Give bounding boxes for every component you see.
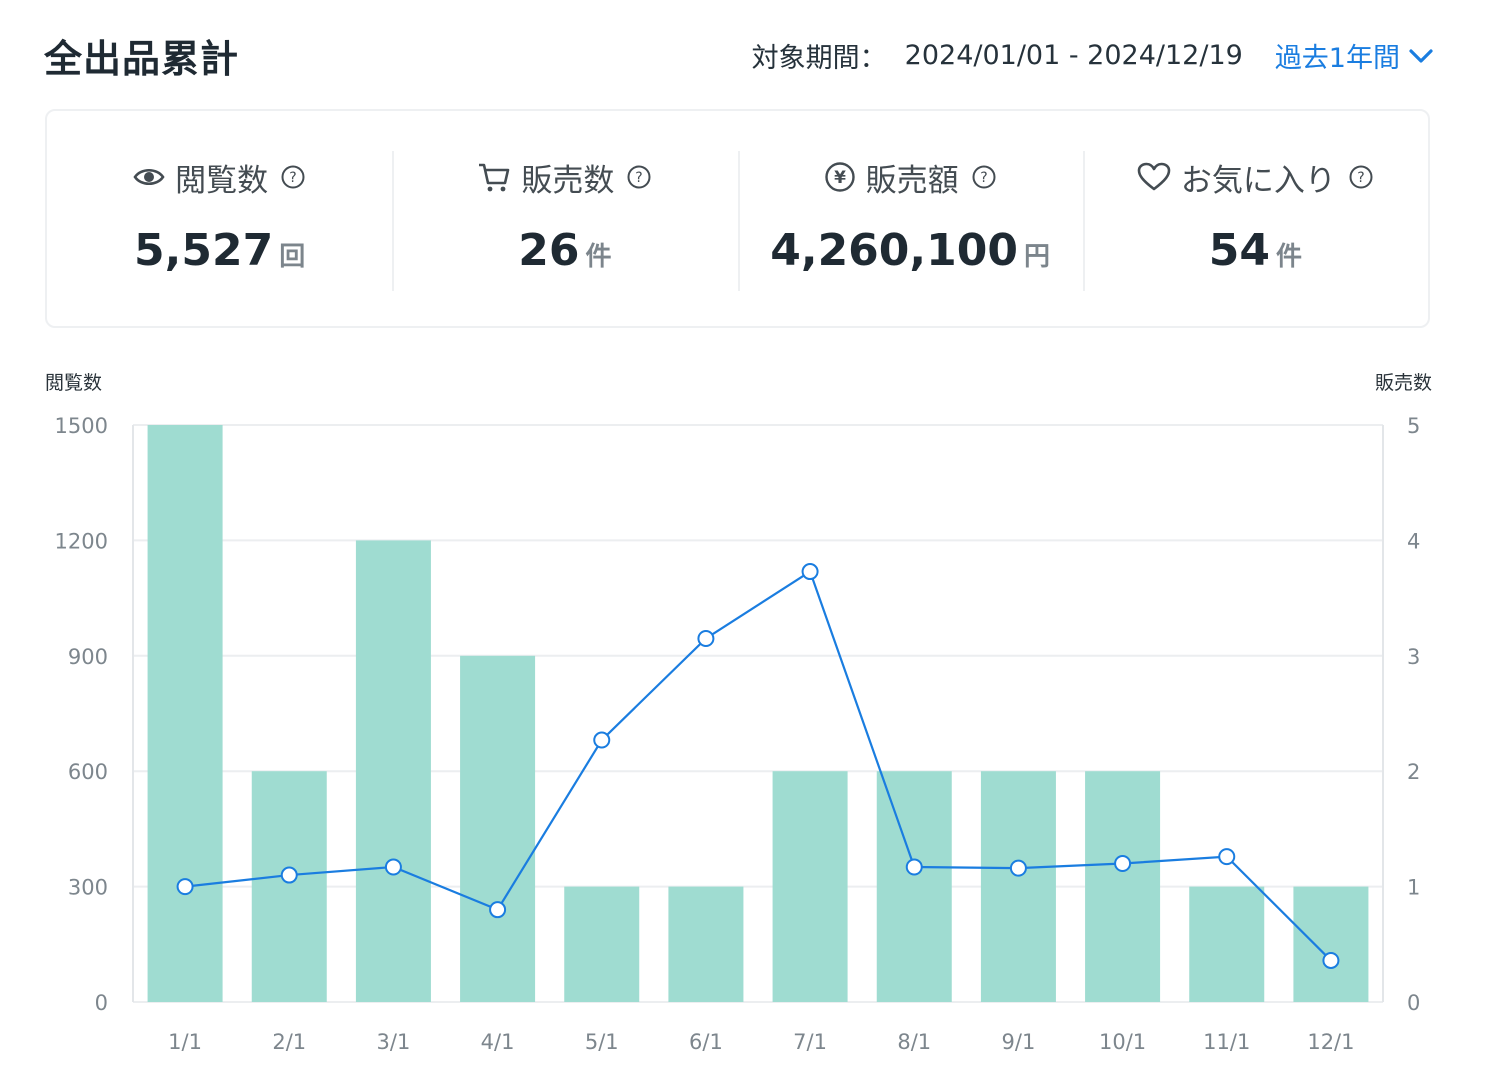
x-tick-label: 1/1 [168,1030,202,1054]
views-bar [668,886,744,1002]
x-tick-label: 2/1 [272,1030,306,1054]
period-dropdown-label: 過去1年間 [1274,43,1400,74]
views-bar [876,771,952,1002]
views-bar [1085,771,1161,1002]
left-axis-title: 閲覧数 [45,372,103,394]
sales-point [176,878,194,896]
left-tick-label: 1500 [55,414,108,438]
x-tick-label: 6/1 [689,1030,723,1054]
cart-icon [477,161,511,193]
sales-point [489,901,507,919]
stat-unit: 件 [585,242,612,272]
stat-unit: 回 [279,242,306,272]
views-bar [564,886,640,1002]
right-tick-label: 3 [1407,645,1420,669]
x-tick-label: 8/1 [897,1030,931,1054]
stat-unit: 円 [1023,242,1050,272]
sales-point [1322,951,1340,969]
svg-text:?: ? [1357,170,1364,186]
right-axis-title: 販売数 [1374,372,1432,394]
views-bar [772,771,848,1002]
stats-card: 閲覧数 ? 5,527 回 販売数 ? 26 件 ¥ [45,109,1430,328]
help-icon[interactable]: ? [971,164,997,190]
x-tick-label: 11/1 [1203,1030,1250,1054]
help-icon[interactable]: ? [626,164,652,190]
help-icon[interactable]: ? [1348,164,1374,190]
x-tick-label: 5/1 [585,1030,619,1054]
stat-unit: 件 [1275,242,1302,272]
right-tick-label: 2 [1407,760,1420,784]
left-tick-label: 1200 [55,529,108,553]
stat-label: 閲覧数 [175,162,269,199]
sales-point [697,629,715,647]
page-title: 全出品累計 [44,37,240,81]
sales-point [1009,859,1027,877]
right-tick-label: 5 [1407,414,1420,438]
right-tick-label: 4 [1407,529,1420,553]
svg-text:?: ? [289,170,296,186]
sales-line [184,569,1332,962]
stat-label: お気に入り [1180,162,1336,199]
views-bar [1189,886,1265,1002]
stat-views: 閲覧数 ? 5,527 回 [47,111,392,326]
stat-label: 販売数 [521,162,615,199]
left-tick-label: 600 [68,760,108,784]
sales-point [280,866,298,884]
sales-point [801,563,819,581]
period-dropdown[interactable]: 過去1年間 [1275,36,1434,75]
yen-circle-icon: ¥ [824,161,856,193]
views-bar [251,771,327,1002]
period-label: 対象期間： [751,43,887,74]
svg-text:?: ? [980,170,987,186]
help-icon[interactable]: ? [280,164,306,190]
right-tick-label: 0 [1407,991,1420,1015]
views-bar [1293,886,1369,1002]
views-bar [355,540,431,1002]
x-tick-label: 9/1 [1002,1030,1036,1054]
x-tick-label: 10/1 [1099,1030,1146,1054]
stat-value: 5,527 [134,225,274,276]
eye-icon [133,165,165,189]
views-bar [980,771,1056,1002]
heart-icon [1137,162,1171,192]
sales-point [593,731,611,749]
stat-sales-amount: ¥ 販売額 ? 4,260,100 円 [737,111,1083,326]
left-tick-label: 0 [95,991,108,1015]
left-tick-label: 300 [68,876,108,900]
sales-point [1114,855,1132,873]
x-tick-label: 7/1 [793,1030,827,1054]
stat-sales-count: 販売数 ? 26 件 [392,111,737,326]
x-tick-label: 4/1 [481,1030,515,1054]
chevron-down-icon [1409,48,1433,63]
sales-point [905,858,923,876]
period-filter: 対象期間： 2024/01/01 - 2024/12/19 過去1年間 [752,36,1434,75]
stat-value: 26 [518,225,580,276]
svg-text:?: ? [636,170,643,186]
stat-value: 4,260,100 [770,225,1018,276]
views-bar [460,655,536,1002]
x-tick-label: 3/1 [377,1030,411,1054]
svg-text:¥: ¥ [834,168,846,188]
x-tick-label: 12/1 [1307,1030,1354,1054]
sales-point [384,858,402,876]
views-bar [147,425,223,1002]
stat-value: 54 [1208,225,1270,276]
left-tick-label: 900 [68,645,108,669]
right-tick-label: 1 [1407,876,1420,900]
stat-favorites: お気に入り ? 54 件 [1082,111,1428,326]
period-range: 2024/01/01 - 2024/12/19 [904,40,1243,71]
stat-label: 販売額 [865,162,959,199]
sales-point [1218,848,1236,866]
